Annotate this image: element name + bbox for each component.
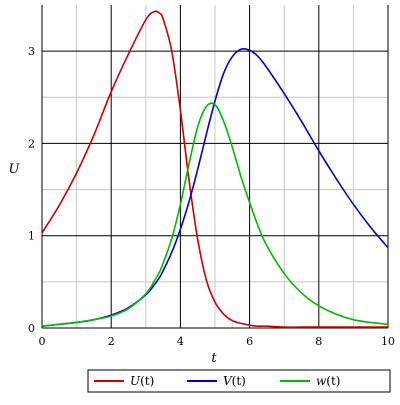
legend-label-base: V xyxy=(223,374,233,388)
series-layer xyxy=(41,10,389,328)
grid-layer xyxy=(42,5,389,328)
legend-label: w(t) xyxy=(316,374,340,388)
legend-frame xyxy=(87,369,391,393)
y-tick-label: 2 xyxy=(28,137,35,150)
series-line-vt xyxy=(41,47,389,327)
y-axis-label: U xyxy=(9,162,21,177)
series-line-ut xyxy=(41,10,388,328)
x-tick-label: 4 xyxy=(177,335,184,348)
x-tick-label: 2 xyxy=(108,335,115,348)
y-tick-label: 3 xyxy=(28,45,35,58)
legend-label-arg: (t) xyxy=(140,374,154,388)
y-tick-label: 1 xyxy=(28,230,35,243)
legend-label-arg: (t) xyxy=(326,374,340,388)
legend: U(t) V(t) w(t) xyxy=(87,369,391,393)
x-tick-label: 6 xyxy=(246,335,253,348)
legend-label-base: w xyxy=(316,374,327,388)
legend-label-arg: (t) xyxy=(232,374,246,388)
legend-label-base: U xyxy=(130,374,141,388)
legend-label: V(t) xyxy=(223,374,246,388)
y-tick-label: 0 xyxy=(28,322,35,335)
axes-layer xyxy=(41,5,388,329)
tick-label-layer: 0 2 4 6 8 10 0 1 2 3 xyxy=(28,45,395,348)
series-line-wt xyxy=(41,102,389,327)
x-tick-label: 0 xyxy=(39,335,46,348)
x-tick-label: 10 xyxy=(381,335,395,348)
legend-label: U(t) xyxy=(130,374,154,388)
x-tick-label: 8 xyxy=(315,335,322,348)
x-axis-label: t xyxy=(211,351,217,366)
